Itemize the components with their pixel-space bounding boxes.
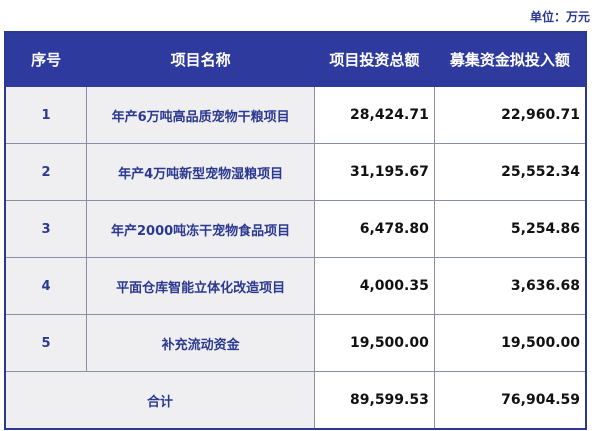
row-raised-funds: 22,960.71 [433, 86, 587, 144]
table-row: 2 年产4万吨新型宠物湿粮项目 31,195.67 25,552.34 [4, 143, 587, 201]
row-total-investment: 31,195.67 [314, 143, 435, 201]
row-total-investment: 28,424.71 [314, 86, 435, 144]
row-name: 平面仓库智能立体化改造项目 [86, 257, 316, 315]
row-no: 3 [4, 200, 88, 258]
total-investment-sum: 89,599.53 [314, 371, 435, 430]
total-row: 合计 89,599.53 76,904.59 [4, 371, 587, 430]
raised-funds-sum: 76,904.59 [433, 371, 587, 430]
row-raised-funds: 3,636.68 [433, 257, 587, 315]
row-no: 4 [4, 257, 88, 315]
row-name: 年产6万吨高品质宠物干粮项目 [86, 86, 316, 144]
total-label: 合计 [4, 371, 316, 430]
row-name: 年产4万吨新型宠物湿粮项目 [86, 143, 316, 201]
row-no: 2 [4, 143, 88, 201]
header-total-investment: 项目投资总额 [314, 31, 435, 87]
row-total-investment: 19,500.00 [314, 314, 435, 372]
table-row: 3 年产2000吨冻干宠物食品项目 6,478.80 5,254.86 [4, 200, 587, 258]
row-name: 补充流动资金 [86, 314, 316, 372]
header-row: 序号 项目名称 项目投资总额 募集资金拟投入额 [4, 31, 587, 87]
header-no: 序号 [4, 31, 88, 87]
row-raised-funds: 25,552.34 [433, 143, 587, 201]
row-raised-funds: 5,254.86 [433, 200, 587, 258]
row-total-investment: 4,000.35 [314, 257, 435, 315]
unit-label: 单位：万元 [529, 10, 590, 24]
row-total-investment: 6,478.80 [314, 200, 435, 258]
table-row: 5 补充流动资金 19,500.00 19,500.00 [4, 314, 587, 372]
table-row: 4 平面仓库智能立体化改造项目 4,000.35 3,636.68 [4, 257, 587, 315]
table-row: 1 年产6万吨高品质宠物干粮项目 28,424.71 22,960.71 [4, 86, 587, 144]
header-name: 项目名称 [86, 31, 316, 87]
row-raised-funds: 19,500.00 [433, 314, 587, 372]
header-raised-funds: 募集资金拟投入额 [433, 31, 587, 87]
row-no: 1 [4, 86, 88, 144]
row-name: 年产2000吨冻干宠物食品项目 [86, 200, 316, 258]
row-no: 5 [4, 314, 88, 372]
investment-table: 序号 项目名称 项目投资总额 募集资金拟投入额 1 年产6万吨高品质宠物干粮项目 2… [4, 31, 587, 430]
